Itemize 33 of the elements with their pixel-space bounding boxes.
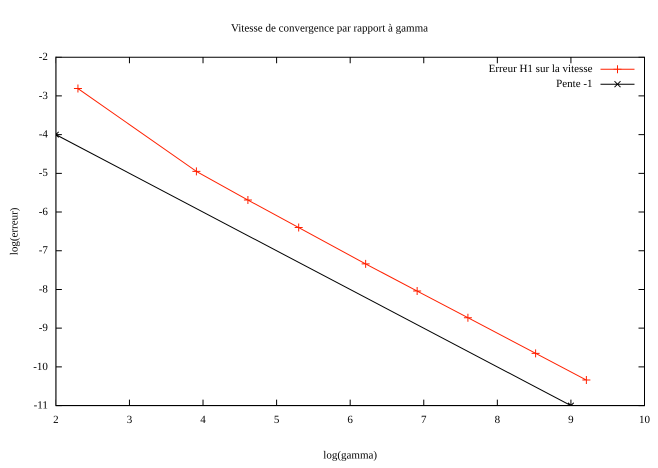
legend-label: Pente -1 — [556, 78, 592, 90]
x-axis-title: log(gamma) — [323, 449, 378, 462]
x-tick-label: 2 — [53, 414, 59, 426]
point — [361, 259, 370, 268]
y-axis-title: log(erreur) — [8, 207, 20, 256]
x-tick-label: 9 — [568, 414, 574, 426]
x-tick-label: 7 — [421, 414, 428, 426]
x-tick-label: 10 — [639, 414, 650, 426]
y-tick-label: -6 — [38, 206, 48, 218]
point — [531, 348, 540, 358]
chart-title: Vitesse de convergence par rapport à gamma — [230, 22, 428, 34]
x-tick-label: 8 — [494, 414, 501, 426]
x-tick-label: 4 — [200, 414, 206, 426]
point — [73, 84, 82, 94]
y-tick-label: -7 — [38, 244, 48, 257]
x-tick-label: 6 — [347, 414, 354, 426]
y-tick-label: -9 — [38, 322, 48, 334]
point — [294, 223, 304, 232]
x-tick-label: 5 — [274, 414, 280, 426]
y-tick-label: -10 — [33, 360, 48, 373]
x-tick-label: 3 — [126, 414, 133, 426]
point — [243, 196, 252, 205]
point — [412, 286, 422, 296]
point — [192, 166, 201, 176]
legend-label: Erreur H1 sur la vitesse — [488, 63, 593, 76]
y-tick-label: -11 — [34, 399, 48, 412]
point — [463, 313, 472, 322]
y-tick-label: -4 — [38, 128, 48, 141]
y-tick-label: -2 — [38, 51, 48, 64]
point — [582, 376, 591, 385]
y-tick-label: -8 — [38, 283, 48, 296]
y-tick-label: -3 — [38, 90, 48, 102]
y-tick-label: -5 — [38, 167, 48, 180]
